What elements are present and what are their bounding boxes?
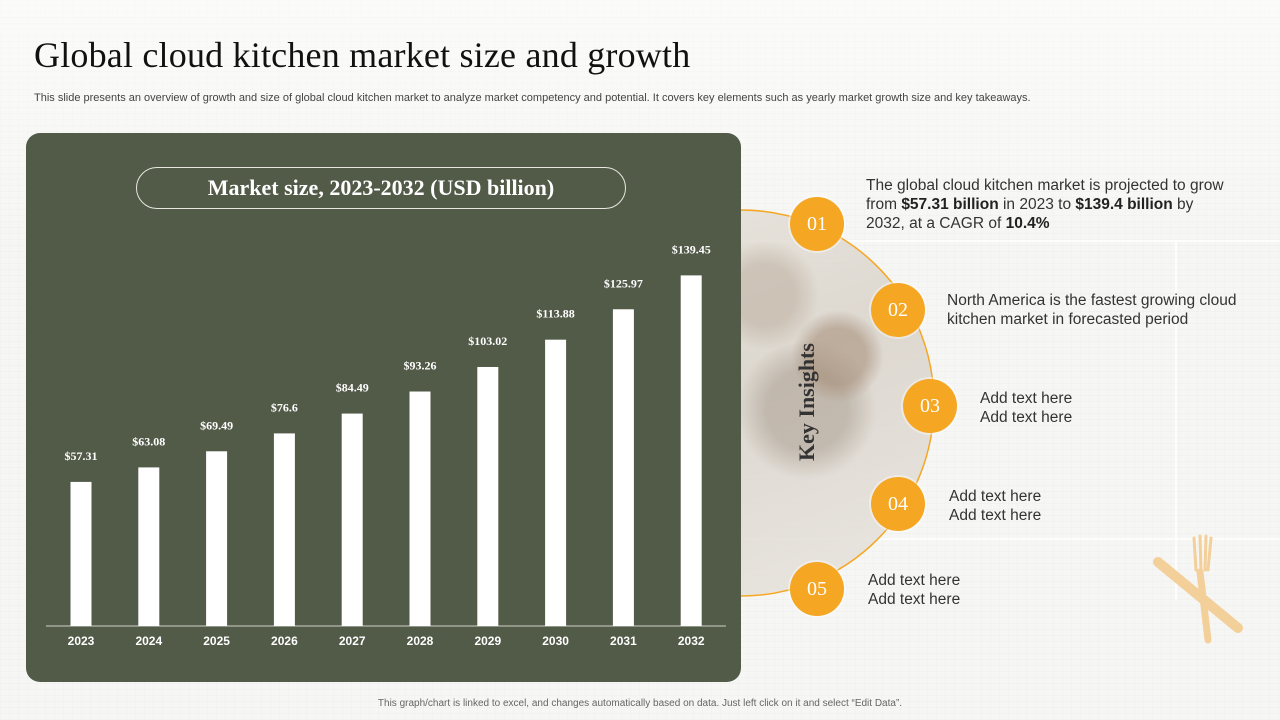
bar-2025[interactable] xyxy=(206,451,228,626)
bar-2023[interactable] xyxy=(70,481,92,626)
bar-2028[interactable] xyxy=(409,391,431,626)
insight-badge-05: 05 xyxy=(790,562,844,616)
data-label-2023: $57.31 xyxy=(65,449,98,463)
fork-knife-icon xyxy=(1153,534,1243,644)
x-tick-2026: 2026 xyxy=(271,634,298,648)
data-label-2029: $103.02 xyxy=(468,334,507,348)
insight-line: Add text here xyxy=(980,409,1073,426)
insight-line: Add text here xyxy=(949,507,1042,524)
chart-panel[interactable]: Market size, 2023-2032 (USD billion) $57… xyxy=(26,133,741,682)
data-label-2031: $125.97 xyxy=(604,276,643,290)
insight-badge-02: 02 xyxy=(871,283,925,337)
data-label-2032: $139.45 xyxy=(672,242,711,256)
insight-line: North America is the fastest growing clo… xyxy=(947,292,1237,309)
insight-badge-03: 03 xyxy=(903,379,957,433)
insight-badge-04: 04 xyxy=(871,477,925,531)
slide-title: Global cloud kitchen market size and gro… xyxy=(34,35,691,75)
x-tick-2024: 2024 xyxy=(135,634,162,648)
insight-text-part: The global cloud kitchen market is proje… xyxy=(866,177,1224,213)
bar-2031[interactable] xyxy=(612,309,634,626)
x-tick-2025: 2025 xyxy=(203,634,230,648)
insight-highlight: $139.4 billion xyxy=(1075,196,1173,213)
background-tile-line xyxy=(740,240,1280,242)
insight-number: 03 xyxy=(920,394,940,417)
insight-badge-01: 01 xyxy=(790,197,844,251)
key-insights-heading: Key Insights xyxy=(794,343,819,461)
background-tile-line xyxy=(1175,240,1177,600)
x-tick-2031: 2031 xyxy=(610,634,637,648)
insight-line: Add text here xyxy=(868,572,961,589)
insight-text-part: in 2023 to xyxy=(998,196,1076,213)
insight-line: Add text here xyxy=(980,390,1073,407)
data-label-2028: $93.26 xyxy=(404,359,437,373)
bar-2030[interactable] xyxy=(545,339,567,626)
data-label-2030: $113.88 xyxy=(536,307,574,321)
x-tick-2030: 2030 xyxy=(542,634,569,648)
data-label-2025: $69.49 xyxy=(200,418,233,432)
x-tick-2028: 2028 xyxy=(407,634,434,648)
bar-2032[interactable] xyxy=(680,275,702,626)
x-tick-2029: 2029 xyxy=(474,634,501,648)
insight-text-01: The global cloud kitchen market is proje… xyxy=(866,176,1236,233)
bar-2027[interactable] xyxy=(341,413,363,626)
x-tick-2032: 2032 xyxy=(678,634,705,648)
bar-chart[interactable]: $57.31 2023 $63.08 2024 $69.49 2025 $76.6 2026 $… xyxy=(26,133,741,682)
x-tick-2023: 2023 xyxy=(68,634,95,648)
insight-number: 01 xyxy=(807,212,827,235)
insight-line: Add text here xyxy=(949,488,1042,505)
insight-text-05[interactable]: Add text here Add text here xyxy=(868,571,960,609)
insight-highlight: $57.31 billion xyxy=(901,196,999,213)
insight-line: Add text here xyxy=(868,591,961,608)
footnote: This graph/chart is linked to excel, and… xyxy=(377,698,903,709)
insight-text-02: North America is the fastest growing clo… xyxy=(947,291,1236,329)
insight-text-part: by 2032, at a CAGR of xyxy=(866,196,1194,232)
insight-text-03[interactable]: Add text here Add text here xyxy=(980,389,1072,427)
data-label-2024: $63.08 xyxy=(132,434,165,448)
insight-text-04[interactable]: Add text here Add text here xyxy=(949,487,1041,525)
background-tile-line xyxy=(740,538,1280,540)
slide-subtitle: This slide presents an overview of growt… xyxy=(34,92,1031,104)
insight-line: kitchen market in forecasted period xyxy=(947,311,1189,328)
insight-highlight: 10.4% xyxy=(1005,215,1050,232)
bar-2026[interactable] xyxy=(273,433,295,626)
bar-2029[interactable] xyxy=(477,366,499,626)
chart-title: Market size, 2023-2032 (USD billion) xyxy=(136,167,626,209)
data-label-2026: $76.6 xyxy=(271,400,298,414)
data-label-2027: $84.49 xyxy=(336,381,369,395)
insight-number: 05 xyxy=(807,577,827,600)
insight-number: 02 xyxy=(888,298,908,321)
x-tick-2027: 2027 xyxy=(339,634,366,648)
bar-2024[interactable] xyxy=(138,467,160,626)
insight-number: 04 xyxy=(888,492,908,515)
